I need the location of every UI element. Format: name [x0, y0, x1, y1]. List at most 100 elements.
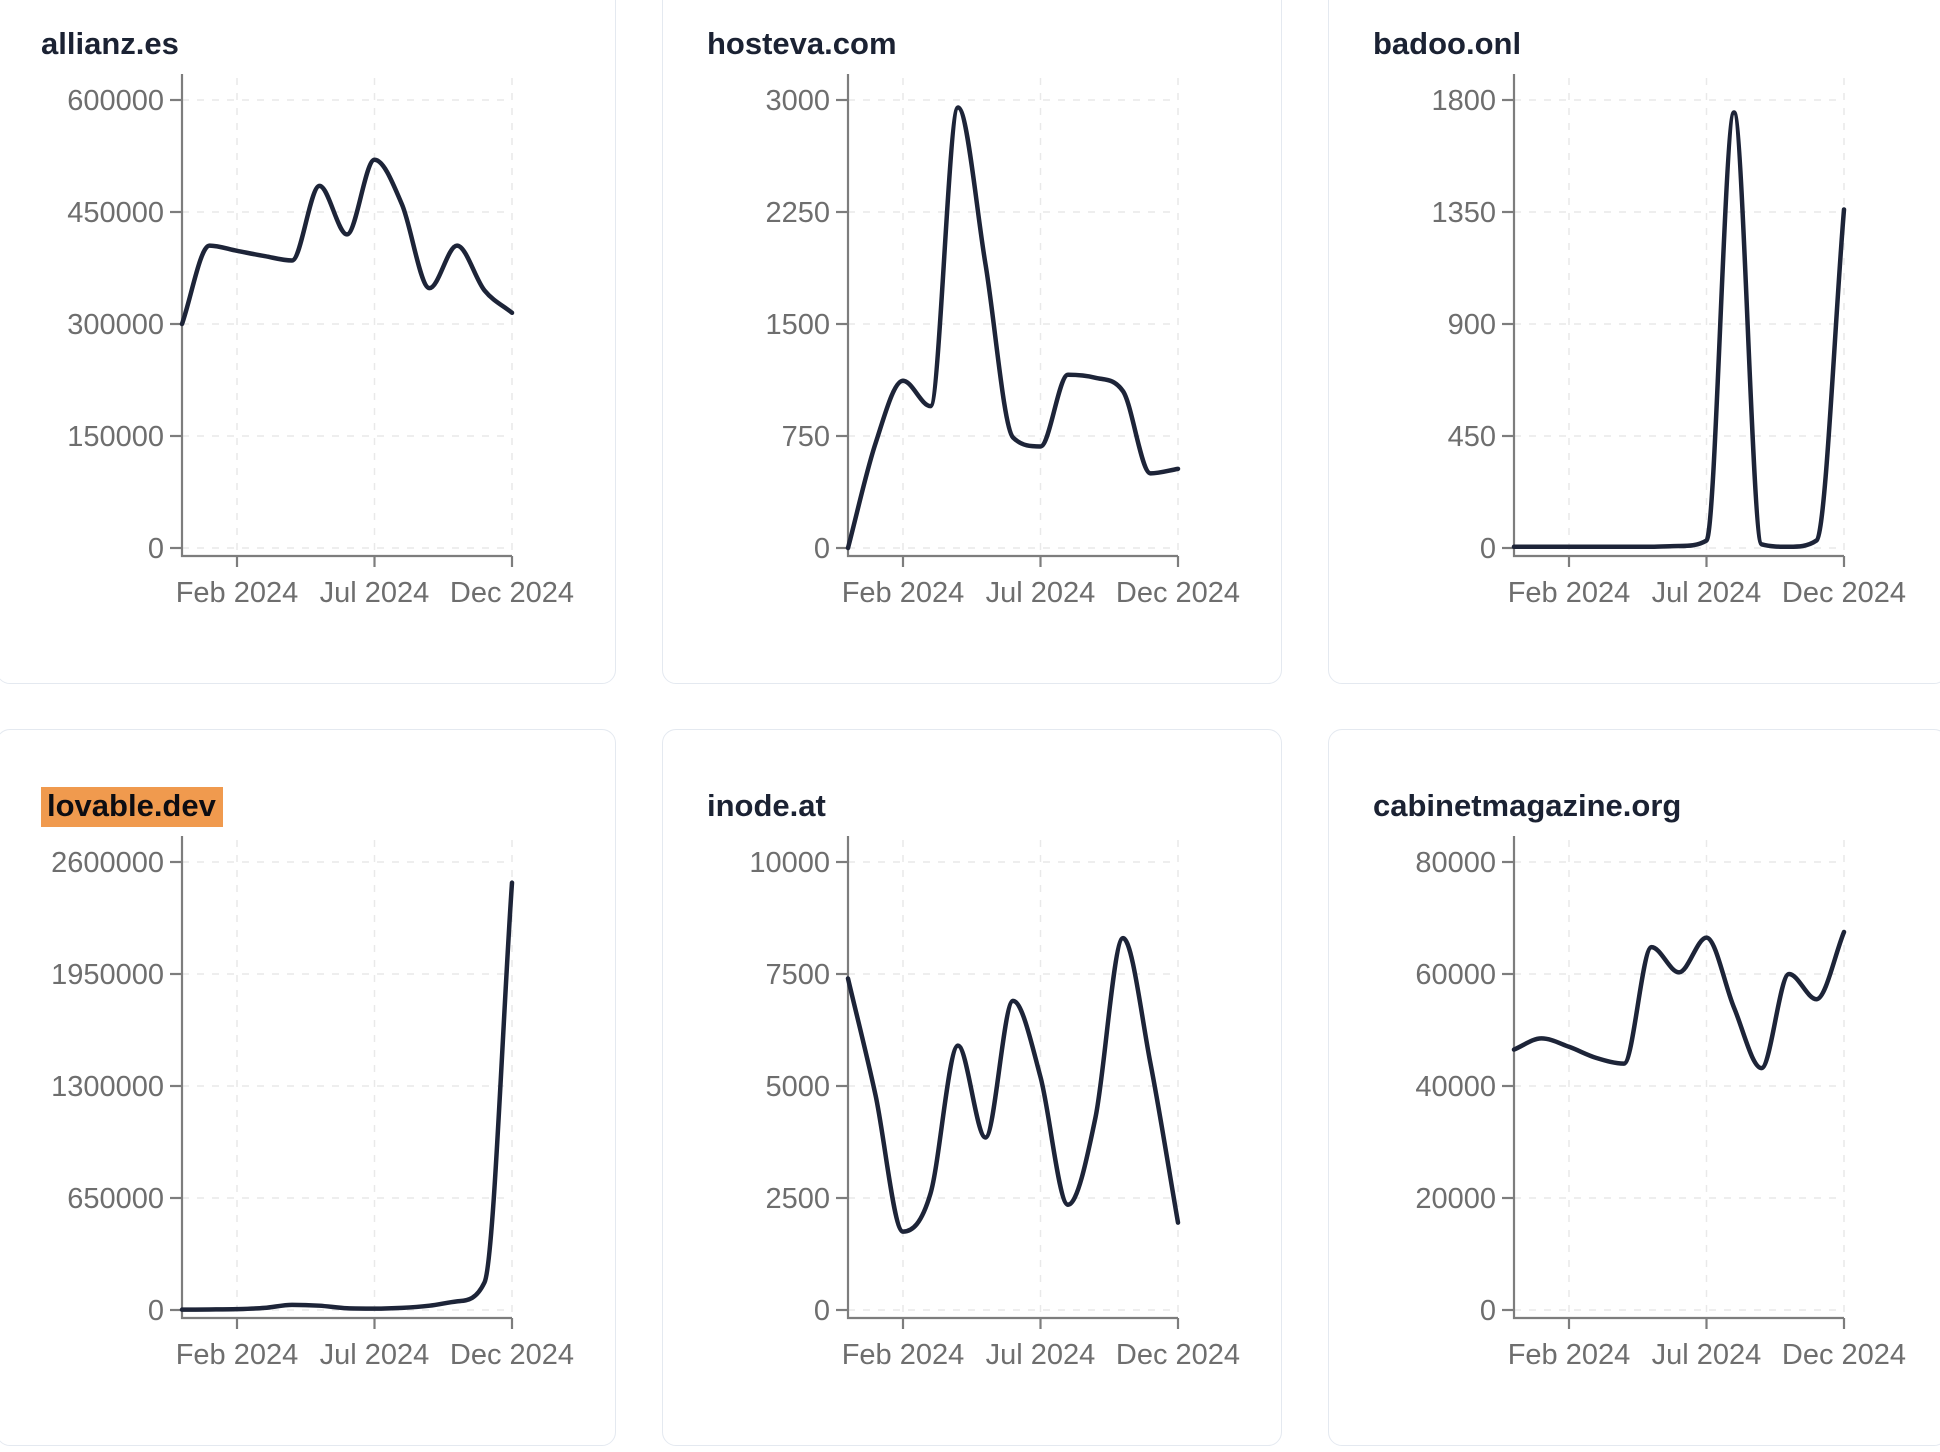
domain-title: hosteva.com — [707, 24, 1281, 64]
svg-text:0: 0 — [1480, 533, 1496, 565]
svg-text:150000: 150000 — [67, 421, 164, 453]
domain-title-text: lovable.dev — [41, 787, 223, 827]
svg-text:Feb 2024: Feb 2024 — [1508, 577, 1631, 609]
domain-title-text: hosteva.com — [707, 26, 897, 61]
trend-line — [179, 880, 515, 1312]
svg-text:Feb 2024: Feb 2024 — [842, 577, 965, 609]
svg-text:0: 0 — [148, 533, 164, 565]
domain-card[interactable]: inode.at 0 2500 5000 7500 10000 Feb 2024 Jul 2… — [662, 729, 1282, 1446]
traffic-trend-chart: 0 2500 5000 7500 10000 Feb 2024 Jul 2024 Dec 20… — [749, 836, 1240, 1371]
svg-text:5000: 5000 — [765, 1071, 830, 1103]
y-axis-labels: 0 150000 300000 450000 600000 — [67, 85, 164, 565]
traffic-trend-chart: 0 450 900 1350 1800 Feb 2024 Jul 2024 Dec 2024 — [1431, 74, 1906, 609]
svg-text:0: 0 — [814, 533, 830, 565]
traffic-trend-chart: 0 20000 40000 60000 80000 Feb 2024 Jul 2024 Dec… — [1415, 836, 1906, 1371]
domain-title: allianz.es — [41, 24, 615, 64]
svg-text:20000: 20000 — [1415, 1183, 1496, 1215]
y-axis-labels: 0 20000 40000 60000 80000 — [1415, 847, 1496, 1327]
trend-line — [1511, 110, 1847, 550]
svg-text:Feb 2024: Feb 2024 — [842, 1339, 965, 1371]
traffic-trend-chart: 0 150000 300000 450000 600000 Feb 2024 Jul 202… — [67, 74, 574, 609]
gridlines — [1514, 78, 1845, 556]
gridlines — [182, 840, 513, 1318]
svg-text:2250: 2250 — [765, 197, 830, 229]
svg-text:1350: 1350 — [1431, 197, 1496, 229]
gridlines — [848, 840, 1179, 1318]
svg-text:60000: 60000 — [1415, 959, 1496, 991]
axes — [170, 836, 514, 1329]
svg-text:Jul 2024: Jul 2024 — [986, 1339, 1096, 1371]
gridlines — [1514, 840, 1845, 1318]
domain-card[interactable]: hosteva.com 0 750 1500 2250 3000 Feb 2024 Jul … — [662, 0, 1282, 684]
svg-text:Feb 2024: Feb 2024 — [176, 1339, 299, 1371]
svg-text:450: 450 — [1448, 421, 1496, 453]
svg-text:2600000: 2600000 — [51, 847, 164, 879]
svg-text:3000: 3000 — [765, 85, 830, 117]
domain-title-text: allianz.es — [41, 26, 179, 61]
trend-line — [845, 105, 1181, 551]
x-axis-labels: Feb 2024 Jul 2024 Dec 2024 — [842, 1339, 1240, 1371]
domain-title: cabinetmagazine.org — [1373, 786, 1940, 826]
axes — [170, 74, 514, 567]
domain-title-text: inode.at — [707, 788, 826, 823]
svg-text:750: 750 — [782, 421, 830, 453]
svg-text:Feb 2024: Feb 2024 — [1508, 1339, 1631, 1371]
svg-text:Dec 2024: Dec 2024 — [1116, 577, 1240, 609]
svg-text:650000: 650000 — [67, 1183, 164, 1215]
domain-title: inode.at — [707, 786, 1281, 826]
domain-card[interactable]: allianz.es 0 150000 300000 450000 600000 Feb … — [0, 0, 616, 684]
svg-text:0: 0 — [1480, 1295, 1496, 1327]
traffic-trend-chart: 0 750 1500 2250 3000 Feb 2024 Jul 2024 Dec 2024 — [765, 74, 1240, 609]
svg-text:1300000: 1300000 — [51, 1071, 164, 1103]
svg-text:2500: 2500 — [765, 1183, 830, 1215]
gridlines — [848, 78, 1179, 556]
y-axis-labels: 0 2500 5000 7500 10000 — [749, 847, 830, 1327]
domain-card[interactable]: cabinetmagazine.org 0 20000 40000 60000 8000… — [1328, 729, 1940, 1446]
axes — [836, 74, 1180, 567]
domain-card[interactable]: lovable.dev 0 650000 1300000 1950000 2600000… — [0, 729, 616, 1446]
svg-text:450000: 450000 — [67, 197, 164, 229]
axes — [1502, 74, 1846, 567]
svg-text:600000: 600000 — [67, 85, 164, 117]
axes — [836, 836, 1180, 1329]
svg-text:Jul 2024: Jul 2024 — [320, 577, 430, 609]
domain-card[interactable]: badoo.onl 0 450 900 1350 1800 Feb 2024 Jul 202… — [1328, 0, 1940, 684]
svg-text:1500: 1500 — [765, 309, 830, 341]
axes — [1502, 836, 1846, 1329]
svg-text:1950000: 1950000 — [51, 959, 164, 991]
x-axis-labels: Feb 2024 Jul 2024 Dec 2024 — [1508, 1339, 1906, 1371]
y-axis-labels: 0 450 900 1350 1800 — [1431, 85, 1496, 565]
svg-text:0: 0 — [148, 1295, 164, 1327]
gridlines — [182, 78, 513, 556]
svg-text:Dec 2024: Dec 2024 — [1782, 577, 1906, 609]
y-axis-labels: 0 750 1500 2250 3000 — [765, 85, 830, 565]
traffic-trend-chart: 0 650000 1300000 1950000 2600000 Feb 2024 Jul … — [51, 836, 574, 1371]
svg-text:Dec 2024: Dec 2024 — [450, 577, 574, 609]
trend-line — [845, 935, 1181, 1234]
svg-text:Jul 2024: Jul 2024 — [1652, 577, 1762, 609]
svg-text:Jul 2024: Jul 2024 — [986, 577, 1096, 609]
svg-text:7500: 7500 — [765, 959, 830, 991]
svg-text:300000: 300000 — [67, 309, 164, 341]
domain-title: badoo.onl — [1373, 24, 1940, 64]
svg-text:Dec 2024: Dec 2024 — [450, 1339, 574, 1371]
svg-text:900: 900 — [1448, 309, 1496, 341]
svg-text:0: 0 — [814, 1295, 830, 1327]
svg-text:80000: 80000 — [1415, 847, 1496, 879]
svg-text:10000: 10000 — [749, 847, 830, 879]
domain-title-text: cabinetmagazine.org — [1373, 788, 1682, 823]
svg-text:Dec 2024: Dec 2024 — [1782, 1339, 1906, 1371]
svg-text:40000: 40000 — [1415, 1071, 1496, 1103]
trend-line — [179, 157, 515, 327]
x-axis-labels: Feb 2024 Jul 2024 Dec 2024 — [1508, 577, 1906, 609]
domain-title-text: badoo.onl — [1373, 26, 1522, 61]
domain-title: lovable.dev — [41, 786, 615, 827]
y-axis-labels: 0 650000 1300000 1950000 2600000 — [51, 847, 164, 1327]
x-axis-labels: Feb 2024 Jul 2024 Dec 2024 — [176, 1339, 574, 1371]
svg-text:Jul 2024: Jul 2024 — [320, 1339, 430, 1371]
svg-text:Dec 2024: Dec 2024 — [1116, 1339, 1240, 1371]
svg-text:1800: 1800 — [1431, 85, 1496, 117]
svg-text:Feb 2024: Feb 2024 — [176, 577, 299, 609]
x-axis-labels: Feb 2024 Jul 2024 Dec 2024 — [842, 577, 1240, 609]
